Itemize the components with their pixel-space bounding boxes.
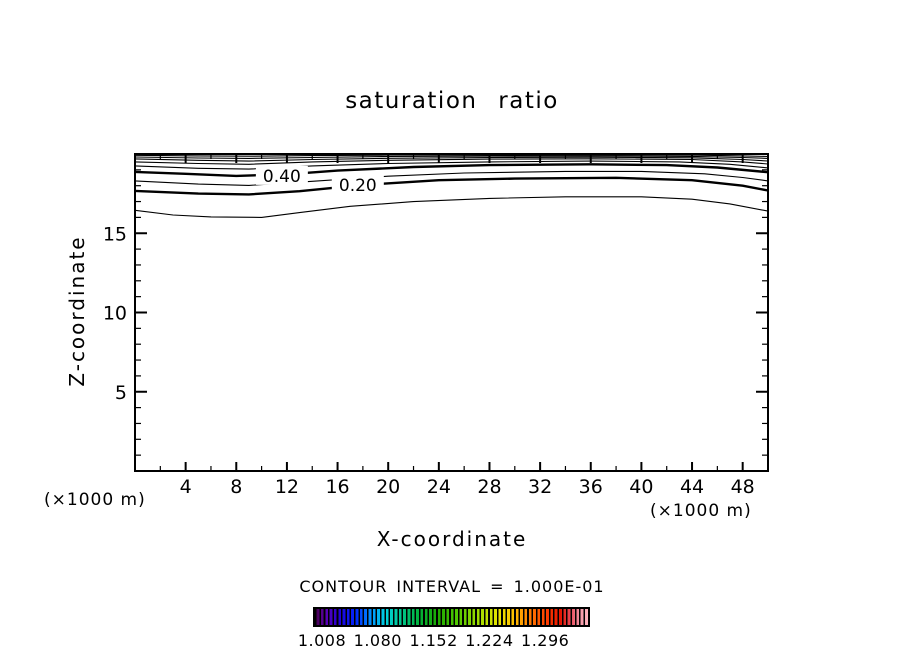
chart-title: saturation ratio	[345, 88, 559, 114]
x-tick-label: 8	[230, 476, 242, 498]
y-tick-label: 5	[115, 382, 127, 404]
x-tick-label: 28	[477, 476, 501, 498]
colorbar-label: 1.296	[521, 631, 570, 650]
plot-frame	[134, 153, 769, 472]
x-tick-label: 12	[275, 476, 299, 498]
contour-label-0.4: 0.40	[263, 167, 301, 187]
colorbar-label: 1.080	[353, 631, 402, 650]
y-axis-label: Z-coordinate	[65, 235, 89, 387]
x-tick-label: 44	[680, 476, 704, 498]
contour-interval-note: CONTOUR INTERVAL = 1.000E-01	[299, 577, 605, 596]
contour-label-box-0.2	[331, 175, 384, 195]
x-axis-label: X-coordinate	[376, 527, 528, 551]
x-tick-label: 4	[180, 476, 192, 498]
contour-line-0.3	[134, 170, 769, 186]
x-tick-label: 20	[376, 476, 400, 498]
y-tick-label: 15	[103, 223, 127, 245]
contour-label-0.2: 0.20	[339, 176, 377, 196]
x-tick-label: 36	[579, 476, 603, 498]
contour-line-0.1	[134, 196, 769, 218]
colorbar-label: 1.152	[409, 631, 458, 650]
x-tick-label: 48	[731, 476, 755, 498]
x-unit-label-left: (×1000 m)	[44, 490, 146, 510]
contour-line-0.4	[134, 163, 769, 178]
colorbar	[313, 607, 590, 627]
y-tick-label: 10	[103, 303, 127, 325]
x-tick-label: 24	[427, 476, 451, 498]
contour-label-box-0.4	[255, 165, 308, 185]
colorbar-label: 1.224	[465, 631, 514, 650]
x-unit-label-right: (×1000 m)	[650, 501, 752, 521]
x-tick-label: 40	[629, 476, 653, 498]
x-tick-label: 16	[325, 476, 349, 498]
colorbar-gradient	[315, 609, 588, 625]
contour-line-0.2	[134, 176, 769, 196]
colorbar-label: 1.008	[297, 631, 347, 650]
x-tick-label: 32	[528, 476, 552, 498]
colorbar-labels: 1.008 1.080 1.152 1.224 1.296	[0, 631, 904, 651]
